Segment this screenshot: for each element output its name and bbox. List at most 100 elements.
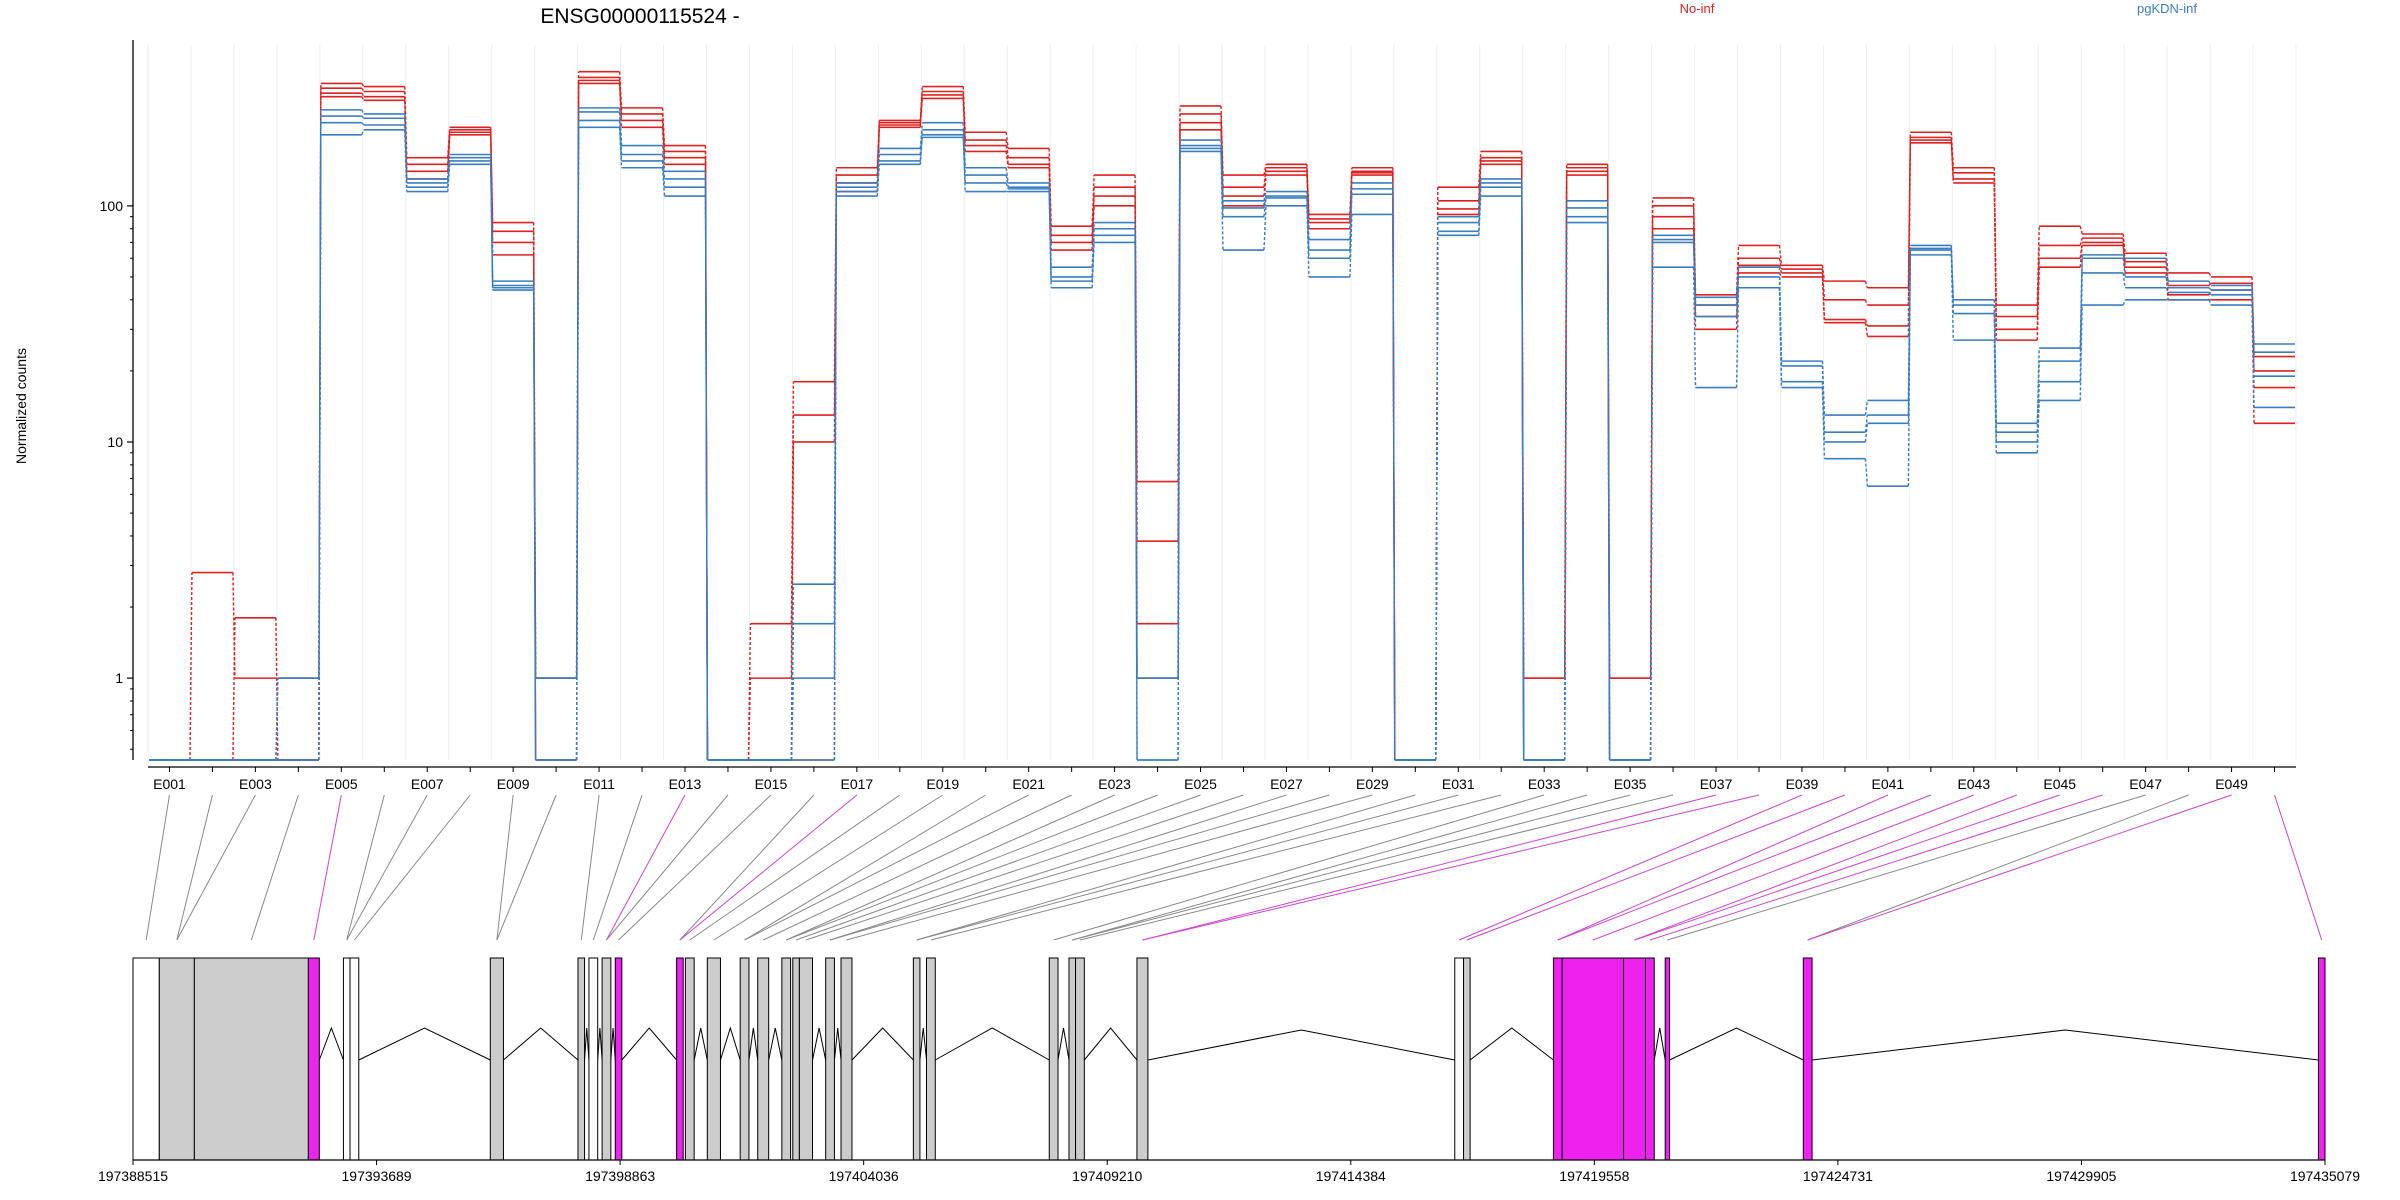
intron-line xyxy=(1812,1029,2319,1061)
exon-connector xyxy=(1634,794,2060,941)
series-connector xyxy=(1778,287,1783,388)
series-connector xyxy=(833,196,838,761)
series-connector xyxy=(919,137,923,165)
series-connector xyxy=(1950,142,1955,184)
series-connector xyxy=(2165,287,2169,293)
series-connector xyxy=(1435,235,1439,761)
exon-block xyxy=(132,957,160,1161)
series-connector xyxy=(1005,139,1009,158)
legend-label-no-inf: No-inf xyxy=(1680,1,1715,16)
series-connector xyxy=(275,678,279,761)
series-connector xyxy=(1521,196,1525,761)
exon-connector xyxy=(1466,794,1846,941)
exon-connector xyxy=(1053,794,1545,941)
exon-connector xyxy=(744,794,986,941)
exon-connector xyxy=(176,794,256,941)
series-connector xyxy=(2122,299,2126,306)
exon-connector xyxy=(916,794,1416,941)
series-connector xyxy=(1263,164,1267,176)
x-tick-label: E021 xyxy=(1012,776,1045,792)
intron-line xyxy=(503,1027,579,1061)
chart-title: ENSG00000115524 - xyxy=(540,5,739,28)
series-connector xyxy=(618,127,623,168)
series-connector xyxy=(1478,196,1482,236)
series-connector xyxy=(1821,272,1826,320)
exon-connector xyxy=(1592,794,1974,941)
exon-connector xyxy=(1667,794,2146,941)
exon-connector xyxy=(1458,794,1803,941)
genomic-tick-label: 197414384 xyxy=(1316,1168,1386,1184)
series-connector xyxy=(1821,381,1826,443)
x-tick-label: E043 xyxy=(1957,776,1990,792)
exon-connector xyxy=(916,794,1459,941)
intron-line xyxy=(1083,1027,1138,1061)
exon-connector xyxy=(1557,794,1932,941)
exon-connector xyxy=(606,794,686,941)
series-connector xyxy=(876,164,881,197)
intron-line xyxy=(1469,1027,1554,1061)
series-connector xyxy=(189,572,193,761)
series-connector xyxy=(2208,287,2212,291)
series-connector xyxy=(1005,167,1009,184)
exon-connector xyxy=(744,794,1029,941)
intron-line xyxy=(935,1027,1050,1061)
x-tick-label: E041 xyxy=(1872,776,1905,792)
exon-connector xyxy=(713,794,944,941)
series-connector xyxy=(361,109,365,115)
exon-connector xyxy=(1807,794,2189,941)
series-connector xyxy=(2208,299,2212,306)
x-tick-label: E007 xyxy=(411,776,444,792)
series-connector xyxy=(1392,214,1396,761)
exon-block xyxy=(1075,957,1085,1161)
series-connector xyxy=(2208,291,2212,296)
series-connector xyxy=(1306,205,1310,277)
y-axis-label: Normalized counts xyxy=(13,348,29,464)
genomic-tick-label: 197398863 xyxy=(585,1168,655,1184)
exon-block xyxy=(307,957,320,1161)
series-connector xyxy=(1220,151,1224,251)
exon-block xyxy=(614,957,623,1161)
series-connector xyxy=(1692,239,1697,306)
series-connector xyxy=(1091,205,1095,251)
exon-connector xyxy=(606,794,729,941)
exon-connector xyxy=(786,794,1158,941)
genomic-tick-label: 197435079 xyxy=(2290,1168,2360,1184)
exon-block xyxy=(684,957,695,1161)
series-connector xyxy=(2122,272,2126,288)
series-connector xyxy=(790,678,795,761)
series-connector xyxy=(361,83,365,87)
series-connector xyxy=(1091,235,1095,282)
series-connector xyxy=(1134,242,1138,761)
series-connector xyxy=(1821,387,1826,459)
exon-block xyxy=(757,957,770,1161)
series-connector xyxy=(1993,182,1997,341)
series-group xyxy=(149,126,2295,761)
series-connector xyxy=(1220,148,1224,217)
intron-line xyxy=(584,1027,590,1061)
series-connector xyxy=(1091,175,1095,227)
exon-connector xyxy=(592,794,643,941)
series-connector xyxy=(361,115,365,119)
exon-connector xyxy=(1807,794,2232,941)
intron-line xyxy=(768,1027,783,1061)
exon-block xyxy=(792,957,800,1161)
exon-block xyxy=(798,957,814,1161)
series-connector xyxy=(2122,258,2126,278)
exon-block xyxy=(1802,957,1813,1161)
series-connector xyxy=(1392,175,1396,761)
x-tick-label: E011 xyxy=(583,776,615,792)
intron-line xyxy=(919,1027,928,1061)
x-tick-label: E023 xyxy=(1098,776,1131,792)
gene-model: 197388515 197393689 197398863 197404036 1974… xyxy=(98,957,2360,1184)
series-connector xyxy=(1692,267,1697,388)
series-connector xyxy=(1177,145,1181,679)
intron-line xyxy=(1669,1027,1804,1061)
series-connector xyxy=(1349,214,1353,277)
intron-line xyxy=(1147,1029,1455,1061)
exon-connector xyxy=(176,794,213,941)
series-connector xyxy=(1692,216,1697,317)
exon-connector xyxy=(689,794,901,941)
exon-block xyxy=(2317,957,2326,1161)
series-connector xyxy=(919,122,923,149)
series-connector xyxy=(1692,242,1697,317)
